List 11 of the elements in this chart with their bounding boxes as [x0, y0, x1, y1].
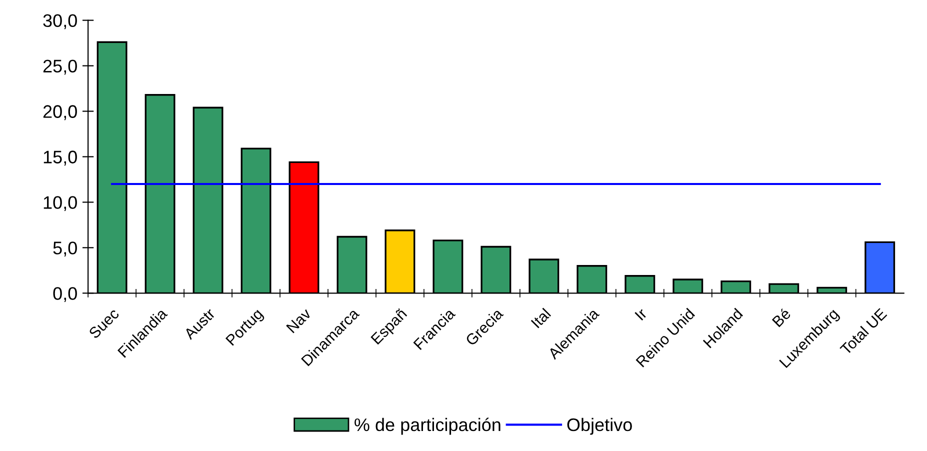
- y-tick-label: 5,0: [53, 242, 77, 257]
- legend-label: % de participación: [354, 418, 500, 435]
- legend-label: Objetivo: [567, 418, 632, 435]
- y-tick-label: 25,0: [43, 60, 77, 75]
- y-tick-label: 0,0: [53, 287, 77, 302]
- x-tick-label: Ir: [634, 308, 648, 320]
- x-tick-label: Ital: [530, 308, 552, 328]
- y-tick-label: 15,0: [44, 150, 77, 166]
- y-tick-label: 30,0: [43, 14, 77, 30]
- y-tick-label: 10,0: [44, 196, 77, 212]
- y-tick-label: 20,0: [43, 105, 77, 120]
